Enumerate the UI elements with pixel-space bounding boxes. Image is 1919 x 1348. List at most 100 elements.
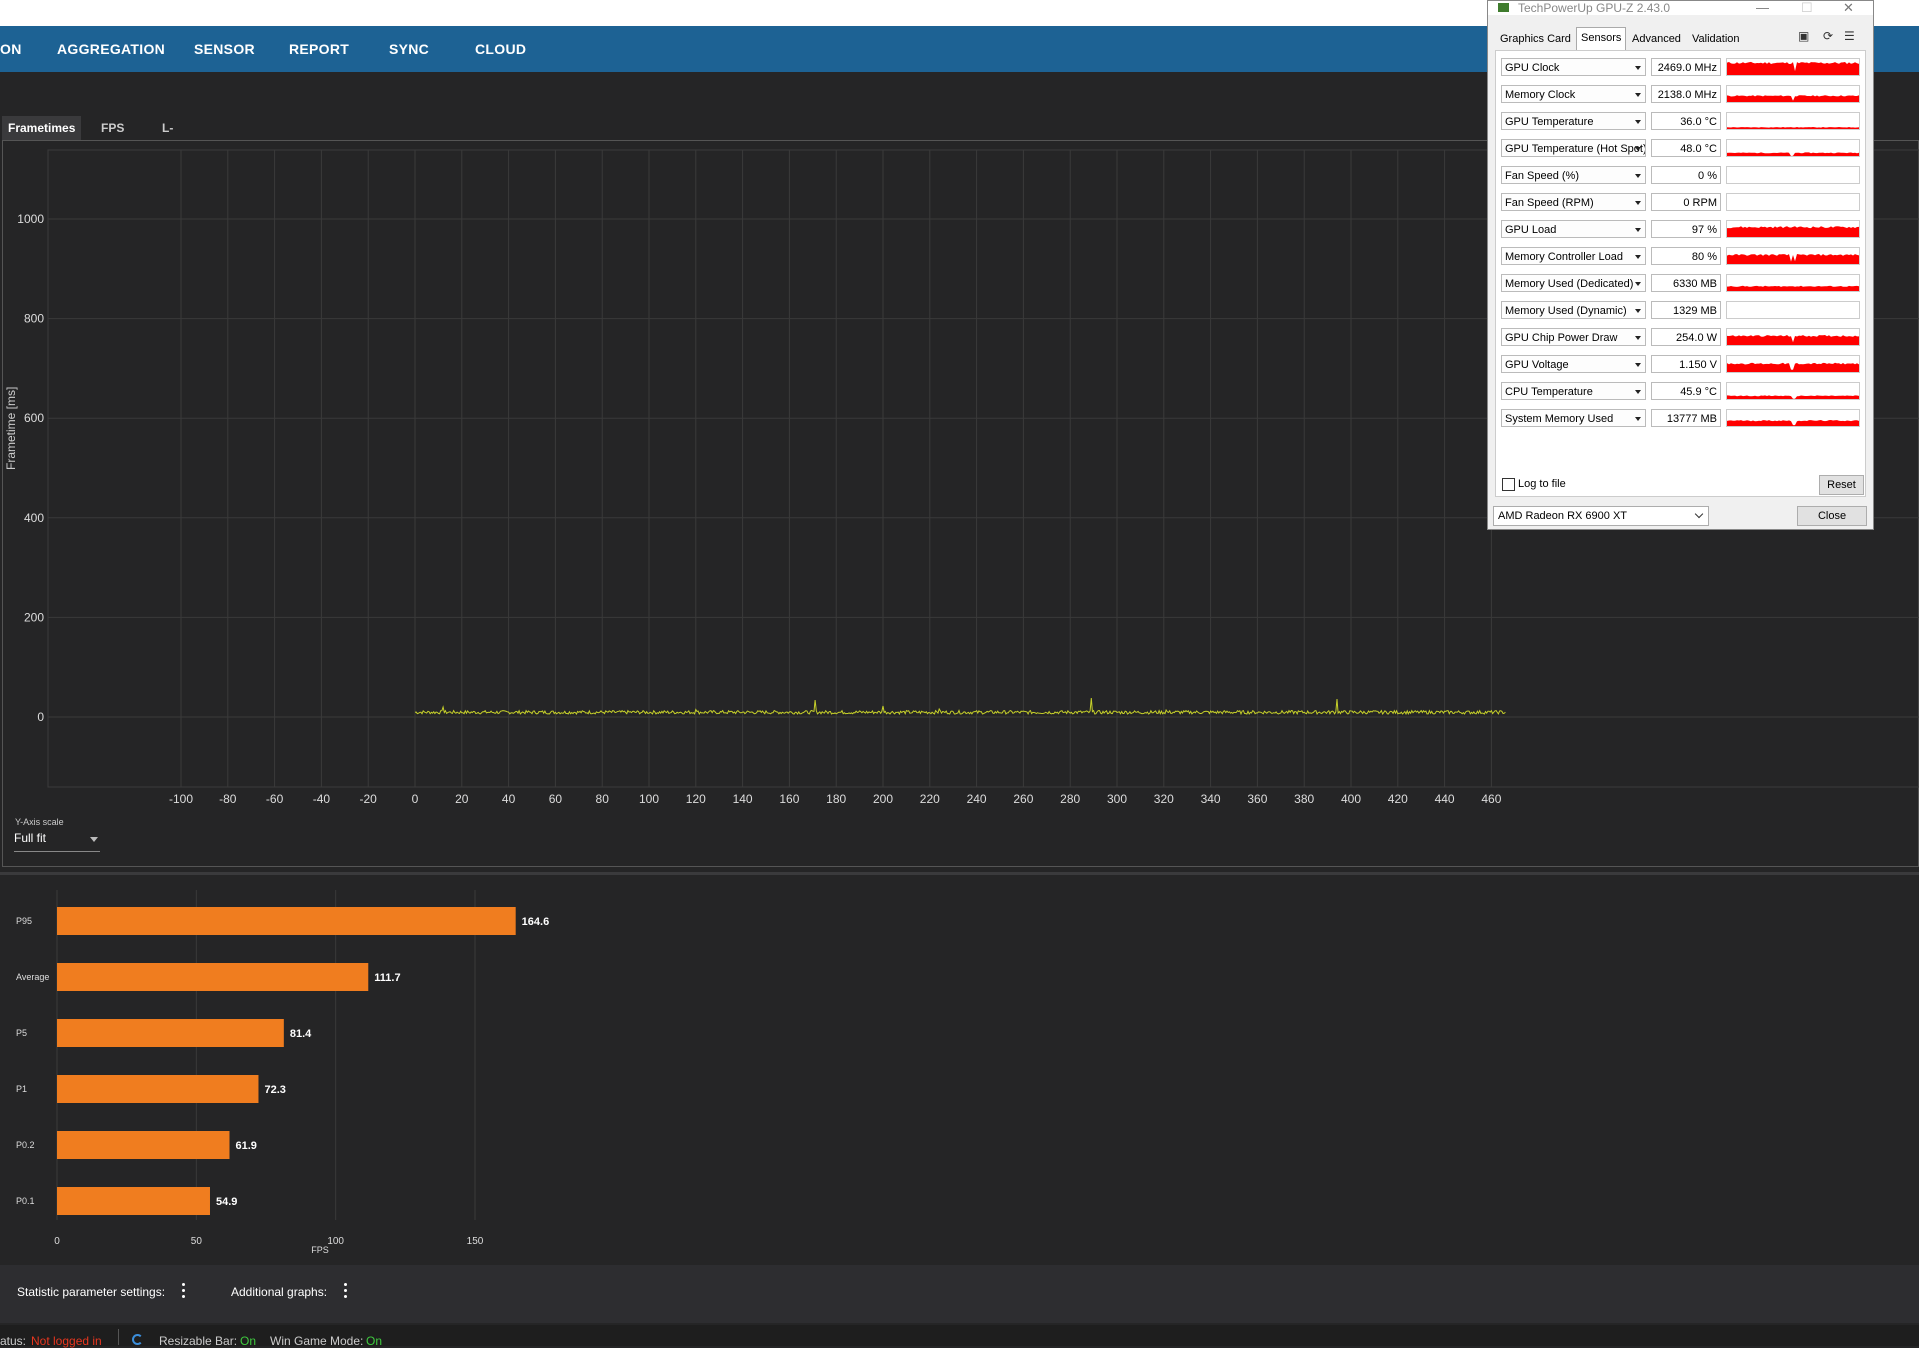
bar-value-label: 54.9 xyxy=(216,1196,237,1208)
reset-button[interactable]: Reset xyxy=(1819,475,1864,495)
panel-divider xyxy=(0,872,1919,875)
close-button[interactable]: Close xyxy=(1797,506,1867,526)
sensor-value: 97 % xyxy=(1651,220,1721,238)
dropdown-arrow-icon xyxy=(1635,228,1641,232)
bar xyxy=(57,1187,210,1215)
sensor-value: 1.150 V xyxy=(1651,355,1721,373)
sensor-name-dropdown[interactable]: GPU Temperature xyxy=(1501,112,1646,130)
dropdown-arrow-icon xyxy=(1635,390,1641,394)
sensor-row-memory-controller-load: Memory Controller Load 80 % xyxy=(1501,247,1866,267)
sensor-name-dropdown[interactable]: Fan Speed (%) xyxy=(1501,166,1646,184)
sensor-name-dropdown[interactable]: Memory Controller Load xyxy=(1501,247,1646,265)
tab-fps[interactable]: FPS xyxy=(101,121,125,135)
maximize-icon[interactable]: ☐ xyxy=(1801,0,1813,15)
sensor-graph xyxy=(1726,85,1860,103)
bar-x-tick-label: 150 xyxy=(467,1236,484,1247)
y-tick-label: 800 xyxy=(24,312,44,326)
sensor-row-memory-clock: Memory Clock 2138.0 MHz xyxy=(1501,85,1866,105)
tab-l-shape[interactable]: L-shape xyxy=(162,121,197,159)
sensor-name-dropdown[interactable]: Fan Speed (RPM) xyxy=(1501,193,1646,211)
x-tick-label: 420 xyxy=(1388,792,1408,806)
tab-frametimes[interactable]: Frametimes xyxy=(2,116,82,140)
gpuz-sensor-panel: GPU Clock 2469.0 MHz Memory Clock 2138.0 M… xyxy=(1495,50,1866,497)
bar-x-tick-label: 0 xyxy=(54,1236,60,1247)
y-tick-label: 400 xyxy=(24,511,44,525)
nav-item-report[interactable]: REPORT xyxy=(289,41,350,57)
sensor-name-dropdown[interactable]: GPU Voltage xyxy=(1501,355,1646,373)
nav-item-sensor[interactable]: SENSOR xyxy=(194,41,255,57)
y-tick-label: 0 xyxy=(37,710,44,724)
sensor-value: 13777 MB xyxy=(1651,409,1721,427)
y-axis-scale-select[interactable]: Full fit xyxy=(14,831,100,852)
x-tick-label: 0 xyxy=(412,792,419,806)
gpuz-tab-validation[interactable]: Validation xyxy=(1692,33,1740,45)
sensor-name: Fan Speed (RPM) xyxy=(1505,197,1594,209)
dropdown-arrow-icon xyxy=(1635,309,1641,313)
bar xyxy=(57,1075,259,1103)
sensor-graph xyxy=(1726,247,1860,265)
x-tick-label: -40 xyxy=(313,792,331,806)
sensor-name: Memory Clock xyxy=(1505,89,1576,101)
x-tick-label: 60 xyxy=(549,792,563,806)
x-tick-label: 220 xyxy=(920,792,940,806)
sensor-name: CPU Temperature xyxy=(1505,386,1593,398)
sensor-name: Memory Used (Dedicated) xyxy=(1505,278,1634,290)
x-tick-label: 440 xyxy=(1435,792,1455,806)
bar-value-label: 81.4 xyxy=(290,1028,312,1040)
sensor-value: 45.9 °C xyxy=(1651,382,1721,400)
sensor-name: GPU Clock xyxy=(1505,62,1560,74)
camera-icon[interactable]: ▣ xyxy=(1798,29,1810,43)
dropdown-arrow-icon xyxy=(1635,147,1641,151)
sensor-name-dropdown[interactable]: GPU Temperature (Hot Spot) xyxy=(1501,139,1646,157)
frametime-series-line xyxy=(414,698,1506,716)
nav-item-cloud[interactable]: CLOUD xyxy=(475,41,527,57)
sensor-row-gpu-voltage: GPU Voltage 1.150 V xyxy=(1501,355,1866,375)
sensor-row-gpu-chip-power-draw: GPU Chip Power Draw 254.0 W xyxy=(1501,328,1866,348)
sensor-sparkline xyxy=(1727,420,1859,426)
sensor-name-dropdown[interactable]: Memory Used (Dynamic) xyxy=(1501,301,1646,319)
y-axis-scale-label: Y-Axis scale xyxy=(15,817,64,827)
close-icon[interactable]: ✕ xyxy=(1843,0,1854,15)
sensor-name-dropdown[interactable]: GPU Chip Power Draw xyxy=(1501,328,1646,346)
sensor-name-dropdown[interactable]: Memory Clock xyxy=(1501,85,1646,103)
nav-item-overview[interactable]: ON xyxy=(0,41,22,57)
bar-category-label: P0.2 xyxy=(16,1140,35,1150)
x-tick-label: 280 xyxy=(1060,792,1080,806)
sensor-name-dropdown[interactable]: System Memory Used xyxy=(1501,409,1646,427)
sensor-name-dropdown[interactable]: GPU Clock xyxy=(1501,58,1646,76)
bar xyxy=(57,1019,284,1047)
sensor-name-dropdown[interactable]: Memory Used (Dedicated) xyxy=(1501,274,1646,292)
status-separator xyxy=(118,1329,119,1345)
minimize-icon[interactable]: — xyxy=(1756,0,1769,15)
additional-graphs-more-icon[interactable] xyxy=(344,1283,347,1301)
gpuz-tab-advanced[interactable]: Advanced xyxy=(1632,33,1681,45)
gpuz-title: TechPowerUp GPU-Z 2.43.0 xyxy=(1518,1,1671,15)
gpu-select[interactable]: AMD Radeon RX 6900 XT xyxy=(1493,506,1709,526)
gpuz-tab-graphics-card[interactable]: Graphics Card xyxy=(1500,33,1571,45)
x-tick-label: 100 xyxy=(639,792,659,806)
refresh-icon[interactable]: ⟳ xyxy=(1823,29,1834,43)
sensor-name-dropdown[interactable]: CPU Temperature xyxy=(1501,382,1646,400)
refresh-icon[interactable] xyxy=(132,1334,143,1345)
dropdown-arrow-icon xyxy=(1635,417,1641,421)
gpu-select-value: AMD Radeon RX 6900 XT xyxy=(1498,510,1628,522)
gpuz-tab-sensors[interactable]: Sensors xyxy=(1576,27,1627,50)
sensor-row-cpu-temperature: CPU Temperature 45.9 °C xyxy=(1501,382,1866,402)
sensor-sparkline-fill xyxy=(1727,95,1859,102)
sensor-value: 36.0 °C xyxy=(1651,112,1721,130)
bar-value-label: 164.6 xyxy=(522,916,550,928)
resizable-bar-label: Resizable Bar: xyxy=(159,1334,238,1348)
sensor-row-gpu-clock: GPU Clock 2469.0 MHz xyxy=(1501,58,1866,78)
nav-item-sync[interactable]: SYNC xyxy=(389,41,430,57)
nav-item-aggregation[interactable]: AGGREGATION xyxy=(57,41,166,57)
login-status-value[interactable]: Not logged in xyxy=(31,1334,102,1348)
bar xyxy=(57,907,516,935)
stat-settings-more-icon[interactable] xyxy=(182,1283,185,1301)
sensor-name-dropdown[interactable]: GPU Load xyxy=(1501,220,1646,238)
sensor-name: GPU Load xyxy=(1505,224,1557,236)
checkbox-box[interactable] xyxy=(1502,478,1515,491)
menu-icon[interactable]: ☰ xyxy=(1844,29,1855,43)
sensor-sparkline-fill xyxy=(1727,285,1859,291)
dropdown-arrow-icon xyxy=(1635,66,1641,70)
sensor-sparkline xyxy=(1727,95,1859,102)
